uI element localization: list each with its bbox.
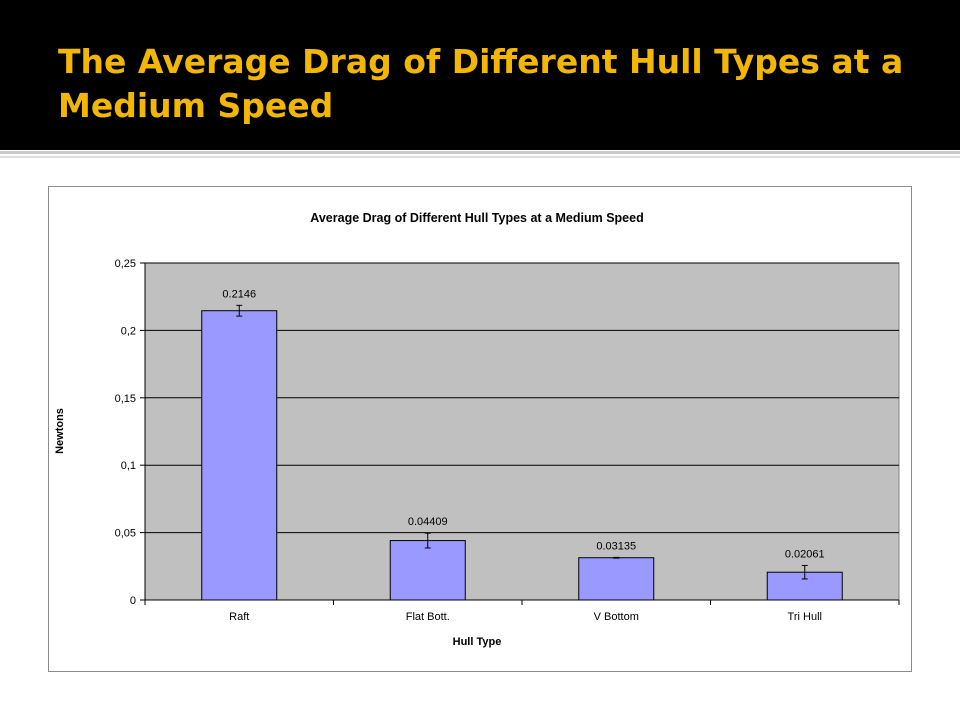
y-tick-label: 0,2 xyxy=(121,325,136,337)
bar xyxy=(201,310,278,601)
data-label: 0.03135 xyxy=(596,540,636,552)
data-label: 0.04409 xyxy=(408,516,448,528)
x-tick-label: Raft xyxy=(229,611,249,623)
y-tick-label: 0 xyxy=(130,595,136,607)
bar-chart: Average Drag of Different Hull Types at … xyxy=(54,211,900,648)
title-divider-secondary xyxy=(0,156,960,158)
title-bar xyxy=(0,0,960,150)
y-tick-label: 0,25 xyxy=(115,258,136,270)
title-divider xyxy=(0,151,960,154)
slide-title: The Average Drag of Different Hull Types… xyxy=(58,42,904,125)
y-axis-label: Newtons xyxy=(54,408,66,454)
y-tick-label: 0,05 xyxy=(115,528,136,540)
data-label: 0.02061 xyxy=(785,548,825,560)
bar xyxy=(389,540,466,601)
y-tick-label: 0,1 xyxy=(121,460,136,472)
y-tick-label: 0,15 xyxy=(115,393,136,405)
x-tick-label: V Bottom xyxy=(594,611,639,623)
x-tick-label: Tri Hull xyxy=(788,611,822,623)
chart-title: Average Drag of Different Hull Types at … xyxy=(310,211,643,225)
chart-frame: Average Drag of Different Hull Types at … xyxy=(48,186,912,672)
bar xyxy=(578,557,655,601)
x-tick-label: Flat Bott. xyxy=(406,611,450,623)
x-axis-label: Hull Type xyxy=(453,636,502,648)
data-label: 0.2146 xyxy=(222,288,256,300)
